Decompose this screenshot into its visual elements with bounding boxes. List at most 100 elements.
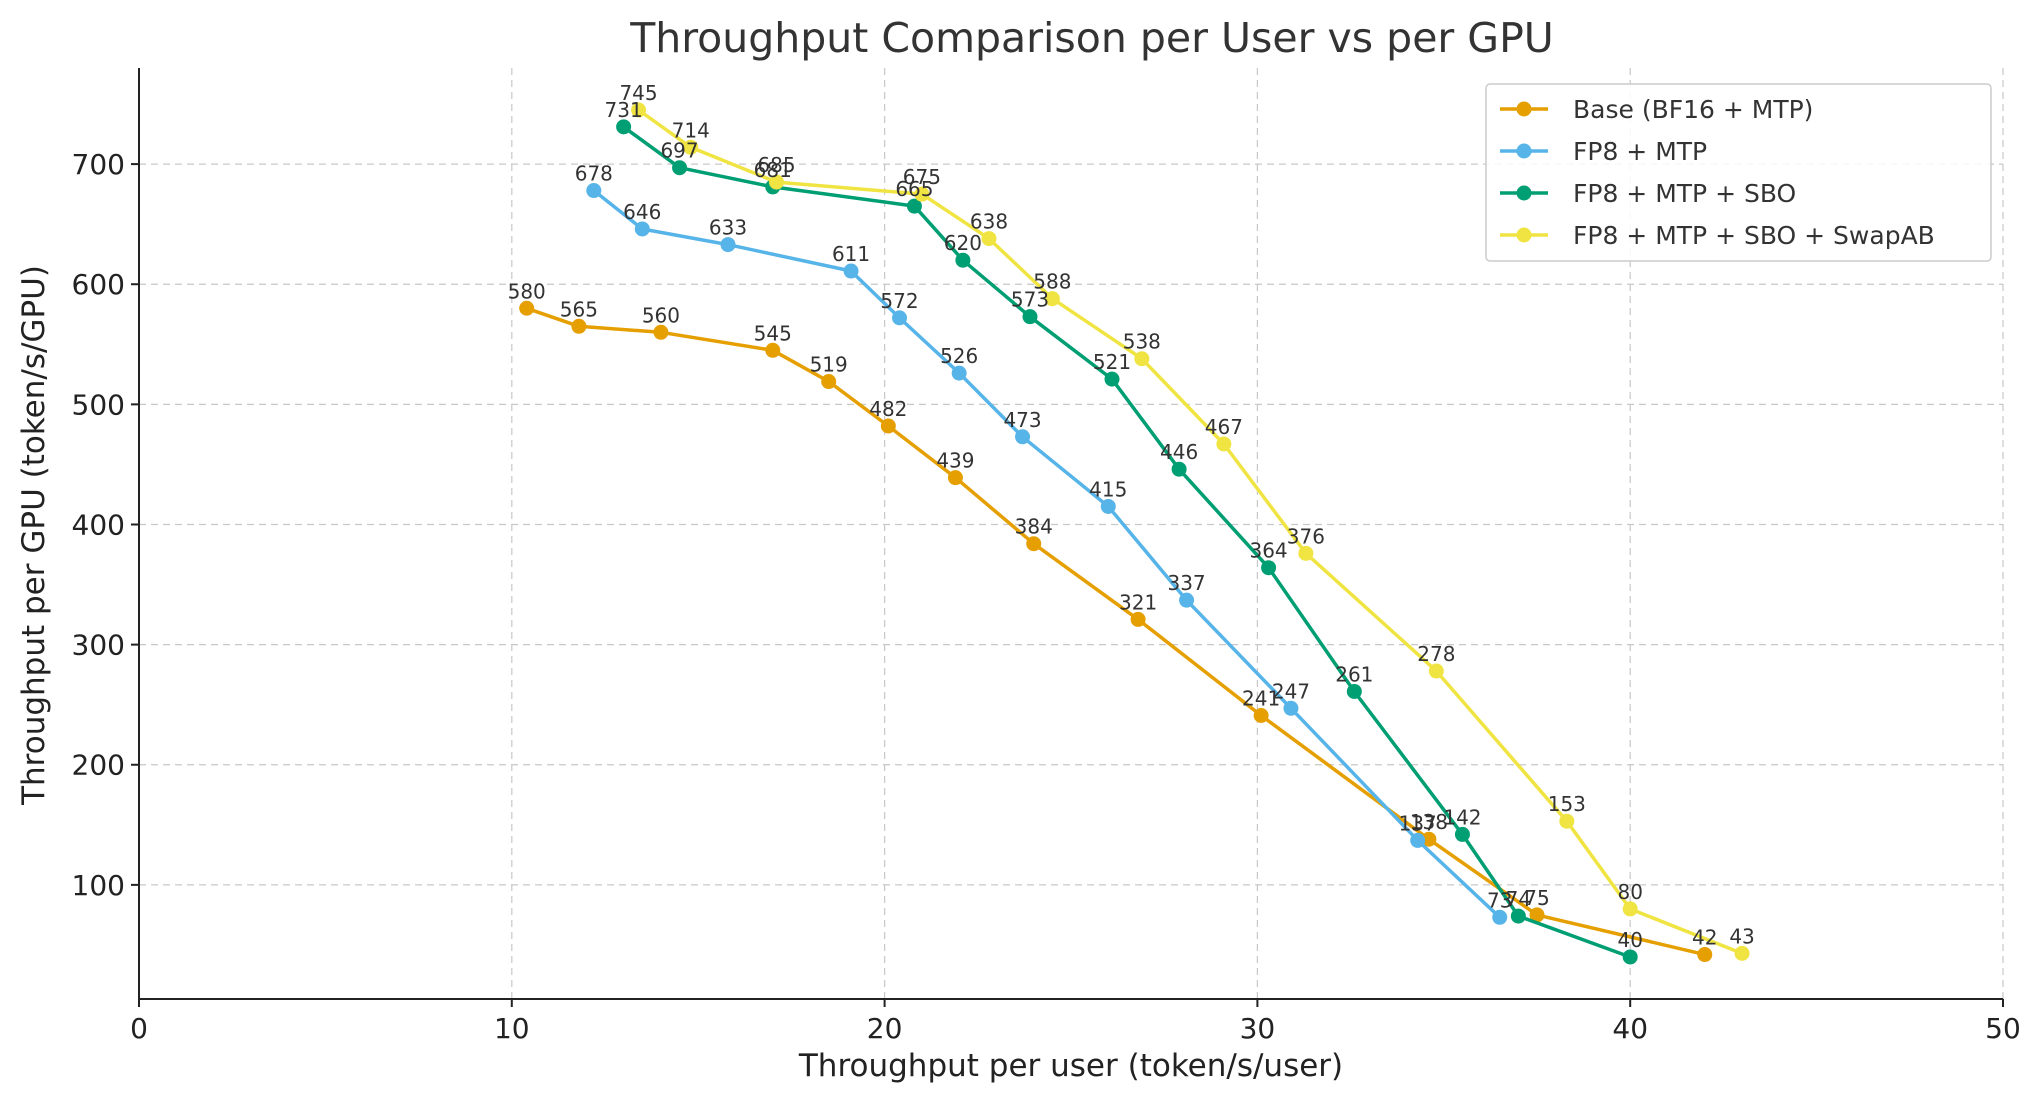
data-point [1104,371,1120,387]
data-point [1346,683,1362,699]
data-point [1283,700,1299,716]
data-label: 261 [1335,662,1373,686]
data-point [1510,908,1526,924]
series-line-1 [526,306,1706,957]
y-tick-label: 300 [72,629,125,662]
data-point [1261,560,1277,576]
data-point [821,374,837,390]
data-label: 415 [1089,477,1127,501]
legend-box [1485,83,1992,262]
data-point [1022,309,1038,325]
data-label: 519 [810,353,848,377]
legend-marker-2 [1516,143,1532,159]
data-point [1559,813,1575,829]
data-label: 665 [895,177,933,201]
data-label: 446 [1160,440,1198,464]
x-tick-label: 0 [130,1012,148,1045]
y-tick-label: 700 [72,148,125,181]
data-point [1216,436,1232,452]
data-point [947,470,963,486]
data-label: 473 [1003,408,1041,432]
data-label: 247 [1272,679,1310,703]
data-point [1697,947,1713,963]
legend-items: Base (BF16 + MTP) FP8 + MTP FP8 + MTP + SB… [1500,95,1935,250]
data-label: 75 [1524,886,1549,910]
data-label: 278 [1417,642,1455,666]
data-point [880,418,896,434]
data-point [1421,831,1437,847]
legend-label-3: FP8 + MTP + SBO [1573,179,1796,208]
series-line-2 [592,189,1501,919]
data-label: 685 [757,153,795,177]
data-point [1492,909,1508,925]
legend: Base (BF16 + MTP) FP8 + MTP FP8 + MTP + SB… [1485,83,1992,262]
legend-marker-1 [1516,101,1532,117]
data-point [1734,945,1750,961]
data-label: 580 [508,279,546,303]
data-point [571,318,587,334]
x-tick-label: 50 [1985,1012,2021,1045]
data-point [1044,291,1060,307]
axes [138,68,2003,1000]
data-label: 678 [575,162,613,186]
data-label: 364 [1249,539,1287,563]
legend-marker-3 [1516,185,1532,201]
data-label: 74 [1506,887,1531,911]
data-label: 572 [880,289,918,313]
data-label: 321 [1119,590,1157,614]
data-label: 560 [642,303,680,327]
data-label: 142 [1443,805,1481,829]
data-label: 153 [1548,792,1586,816]
data-label: 40 [1617,928,1642,952]
data-point [1171,461,1187,477]
data-point [616,119,632,135]
data-label: 611 [832,242,870,266]
legend-label-1: Base (BF16 + MTP) [1573,95,1813,124]
data-labels-group: 580 565 560 545 519 482 439 384 321 241 138 75 42 678… [508,81,1755,952]
data-label: 545 [754,321,792,345]
legend-label-2: FP8 + MTP [1573,137,1707,166]
data-label: 526 [940,344,978,368]
data-point [672,160,688,176]
data-point [1622,949,1638,965]
y-tick-label: 100 [72,869,125,902]
y-ticks: 100 200 300 400 500 600 700 [72,148,139,902]
y-tick-label: 600 [72,268,125,301]
data-label: 538 [1123,330,1161,354]
data-label: 646 [623,200,661,224]
data-point [914,186,930,202]
data-label: 745 [619,81,657,105]
y-tick-label: 400 [72,508,125,541]
data-point [1015,429,1031,445]
data-point [1100,498,1116,514]
data-point [1622,901,1638,917]
data-point [683,139,699,155]
legend-marker-4 [1516,227,1532,243]
data-point [1529,907,1545,923]
data-label: 675 [903,165,941,189]
x-tick-label: 40 [1612,1012,1648,1045]
data-point [1026,536,1042,552]
data-point [519,300,535,316]
data-point [892,310,908,326]
x-ticks: 0 10 20 30 40 50 [130,999,2021,1045]
data-label: 681 [754,158,792,182]
data-label: 376 [1287,524,1325,548]
data-label: 588 [1033,270,1071,294]
data-label: 521 [1093,350,1131,374]
data-label: 138 [1410,810,1448,834]
data-point [1410,832,1426,848]
data-label: 384 [1015,515,1053,539]
data-point [981,231,997,247]
legend-label-4: FP8 + MTP + SBO + SwapAB [1573,221,1935,250]
data-point [634,221,650,237]
data-point [1130,611,1146,627]
data-point [1179,592,1195,608]
data-point [843,263,859,279]
data-point [720,237,736,253]
y-axis-label: Throughput per GPU (token/s/GPU) [16,265,52,806]
data-label: 73 [1487,888,1512,912]
data-point [951,365,967,381]
data-label: 337 [1167,571,1205,595]
data-label: 697 [660,139,698,163]
